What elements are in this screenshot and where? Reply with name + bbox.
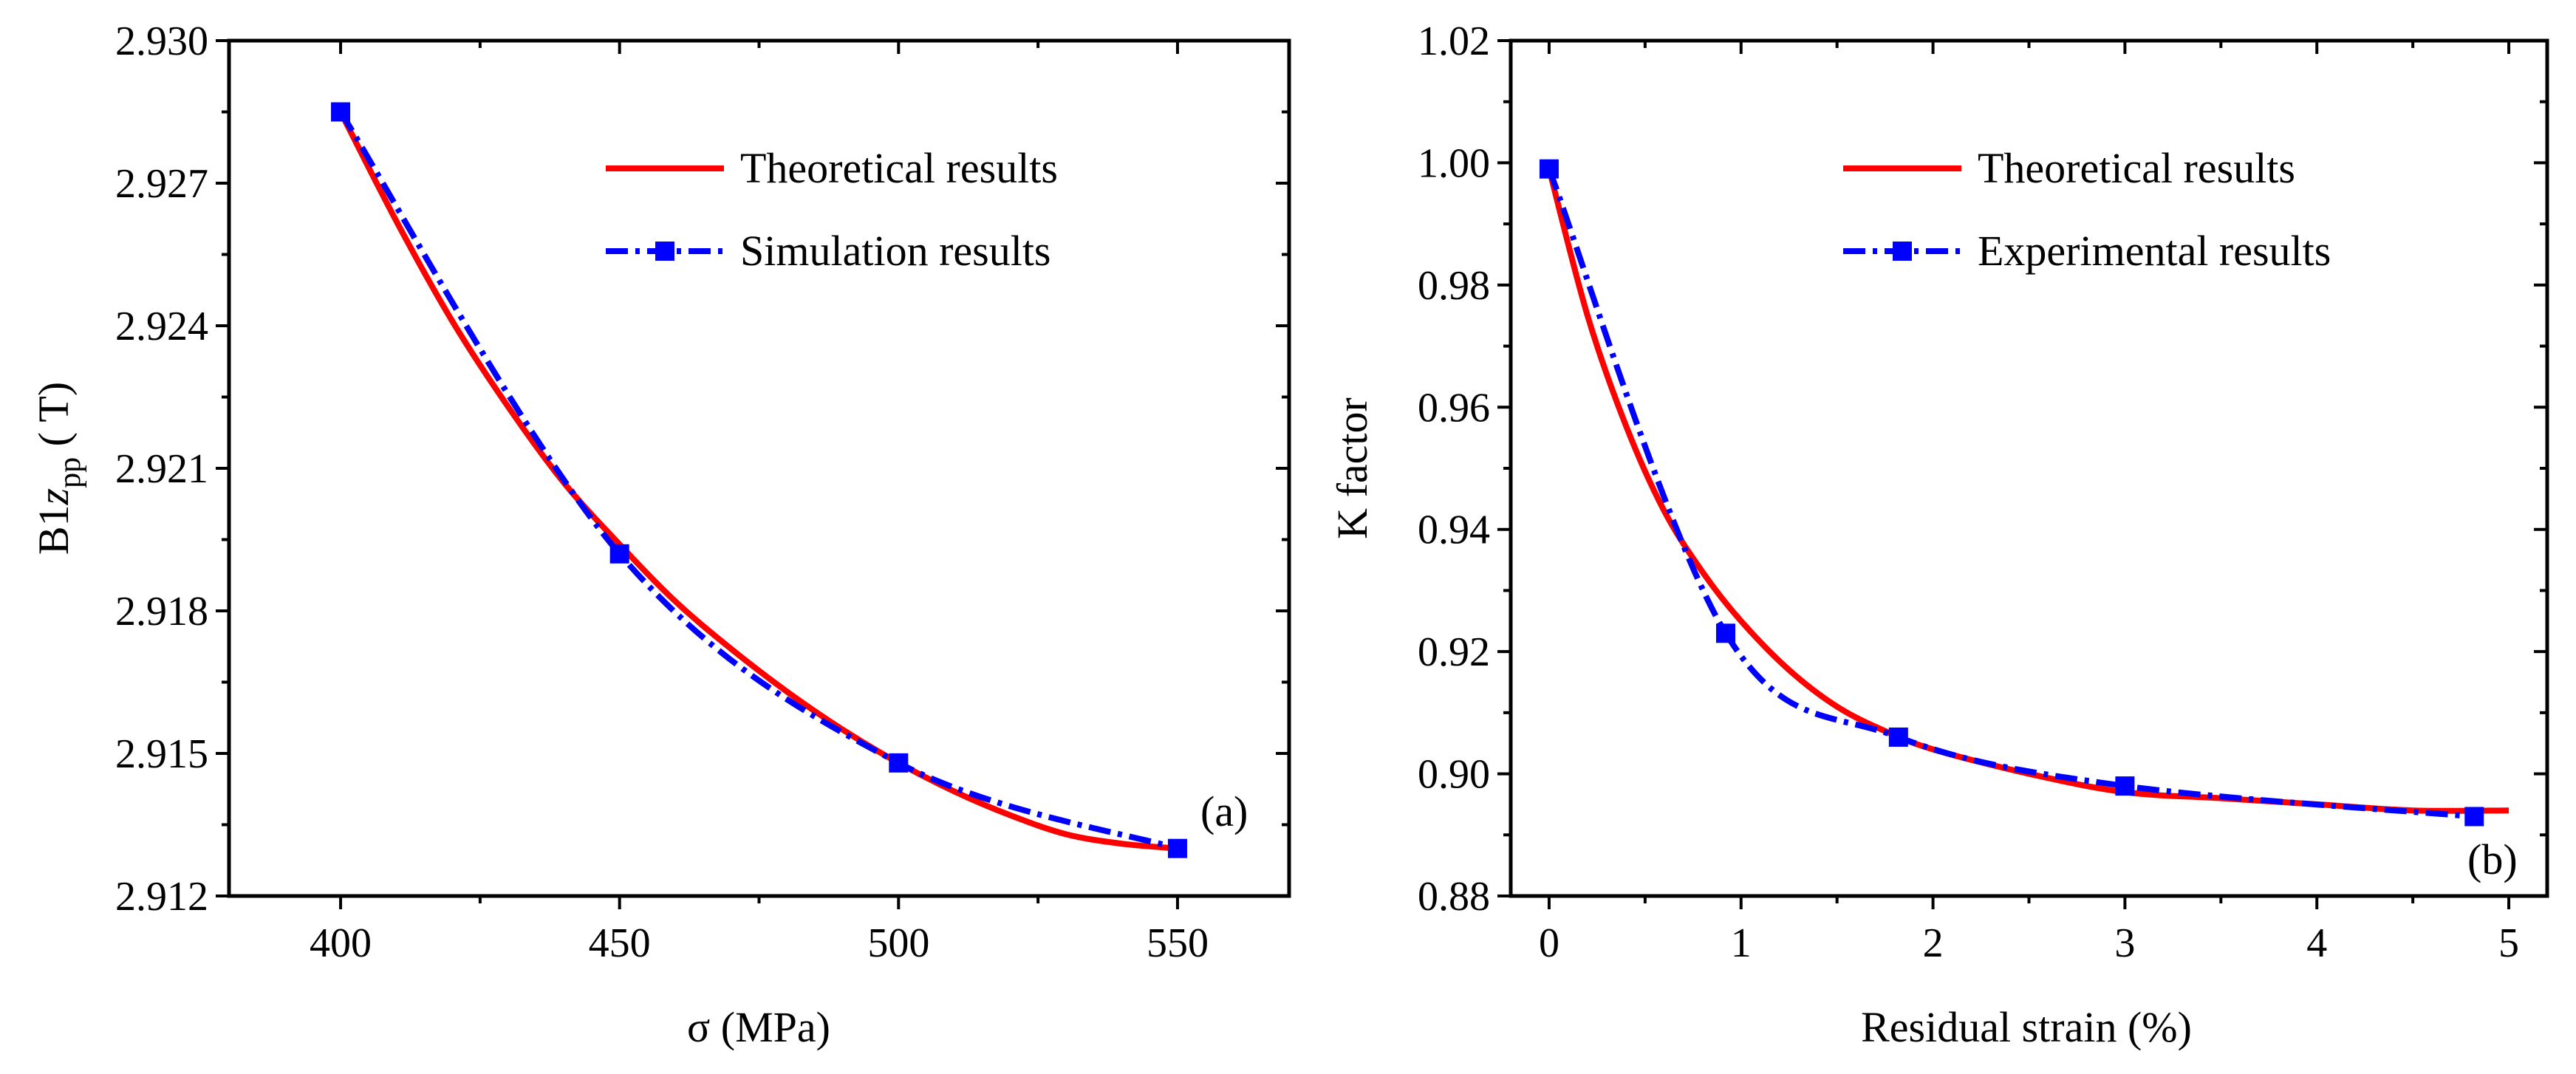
panel-a-ylabel-italic: z xyxy=(30,488,78,506)
panel-a-xtick-label-3: 550 xyxy=(1147,920,1209,966)
panel-a-ylabel: B1zpp ( T) xyxy=(30,382,87,555)
panel-a-series-1-line xyxy=(338,110,1179,852)
panel-b-ticks xyxy=(1497,39,2547,909)
panel-a-plot-area xyxy=(331,102,1187,858)
panel-a-xtick-label-0: 400 xyxy=(310,920,372,966)
panel-b-xtick-label-1: 1 xyxy=(1731,920,1752,966)
panel-b-legend-experimental-marker xyxy=(1893,242,1912,261)
panel-a-legend: Theoretical results Simulation results xyxy=(606,144,1058,275)
panel-b-tag: (b) xyxy=(2467,835,2518,883)
panel-b-series-1-point-3 xyxy=(2115,776,2135,796)
panel-a-ylabel-sub: pp xyxy=(53,457,87,488)
panel-b-ytick-label-2: 0.92 xyxy=(1418,629,1490,675)
panel-b-xtick-label-5: 5 xyxy=(2498,920,2519,966)
panel-a-series-1-point-0 xyxy=(331,102,351,122)
panel-b-ytick-label-0: 0.88 xyxy=(1418,874,1490,920)
panel-b-series-1-point-1 xyxy=(1715,623,1735,643)
panel-b-ytick-label-7: 1.02 xyxy=(1418,18,1490,64)
panel-a-tag: (a) xyxy=(1200,787,1248,835)
panel-a-ylabel-unit: ( T) xyxy=(30,382,78,457)
panel-a-ytick-label-0: 2.912 xyxy=(115,874,208,920)
panel-b: 0 1 2 3 4 5 0.88 0.90 0.92 0.94 0.96 0.98 1.00 1.02 R… xyxy=(1328,18,2549,1051)
panel-a-series-0-line xyxy=(338,110,1178,852)
panel-b-xtick-label-2: 2 xyxy=(1923,920,1944,966)
panel-a-ytick-label-4: 2.924 xyxy=(115,304,208,349)
panel-a-ytick-label-6: 2.930 xyxy=(115,18,208,64)
panel-b-series-1-line xyxy=(1546,168,2475,820)
panel-b-plot-area xyxy=(1539,159,2510,827)
panel-b-tick-labels: 0 1 2 3 4 5 0.88 0.90 0.92 0.94 0.96 0.98 1.00 1.02 xyxy=(1418,18,2519,966)
panel-a-xtick-label-1: 450 xyxy=(589,920,651,966)
panel-b-series-1-point-4 xyxy=(2464,807,2484,827)
panel-b-ytick-label-4: 0.96 xyxy=(1418,385,1490,431)
panel-a-legend-theoretical-label: Theoretical results xyxy=(740,144,1058,192)
panel-a-xtick-label-2: 500 xyxy=(867,920,929,966)
panel-a-xlabel: σ (MPa) xyxy=(687,1003,830,1051)
panel-a-ytick-label-2: 2.918 xyxy=(115,589,208,635)
panel-b-series-1-point-0 xyxy=(1539,159,1559,179)
panel-b-ytick-label-6: 1.00 xyxy=(1418,140,1490,186)
panel-a-series-1-point-1 xyxy=(609,544,629,564)
panel-b-xtick-label-4: 4 xyxy=(2306,920,2327,966)
panel-a-ytick-label-5: 2.927 xyxy=(115,161,208,207)
panel-a-series-1-point-3 xyxy=(1167,838,1187,858)
panel-a-ticks xyxy=(216,39,1289,909)
panel-b-ytick-label-3: 0.94 xyxy=(1418,507,1490,553)
panel-a-ytick-label-1: 2.915 xyxy=(115,731,208,777)
panel-a-legend-simulation-label: Simulation results xyxy=(740,227,1051,275)
panel-a-series-1-point-2 xyxy=(889,753,909,773)
panel-b-ytick-label-1: 0.90 xyxy=(1418,752,1490,798)
panel-b-xtick-label-3: 3 xyxy=(2114,920,2135,966)
panel-a: 400 450 500 550 2.912 2.915 2.918 2.921 2.924 2.9… xyxy=(30,18,1291,1051)
panel-b-ylabel: K factor xyxy=(1328,397,1376,539)
panel-b-ytick-label-5: 0.98 xyxy=(1418,263,1490,309)
panel-a-tick-labels: 400 450 500 550 2.912 2.915 2.918 2.921 2.924 2.9… xyxy=(115,18,1209,966)
panel-b-legend-experimental-label: Experimental results xyxy=(1978,227,2331,275)
panel-a-ylabel-base: B1 xyxy=(30,504,78,555)
panel-a-ytick-label-3: 2.921 xyxy=(115,446,208,492)
panel-b-legend-theoretical-label: Theoretical results xyxy=(1978,144,2295,192)
panel-b-series-1-point-2 xyxy=(1888,727,1908,747)
panel-b-xtick-label-0: 0 xyxy=(1539,920,1559,966)
panel-b-xlabel: Residual strain (%) xyxy=(1861,1003,2192,1051)
panel-a-legend-simulation-marker xyxy=(655,242,674,261)
panel-b-legend: Theoretical results Experimental results xyxy=(1843,144,2331,275)
